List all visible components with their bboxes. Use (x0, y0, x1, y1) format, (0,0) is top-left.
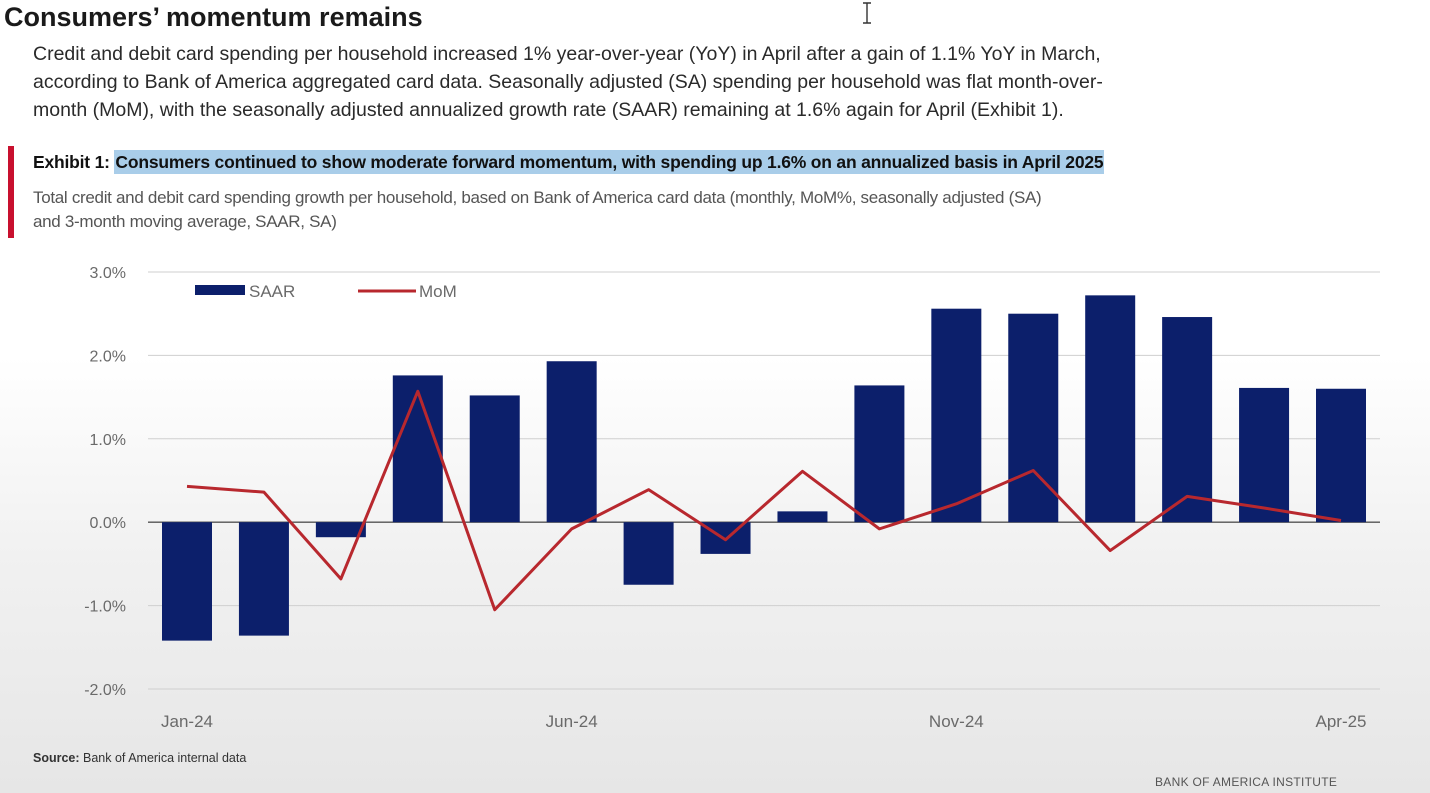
subtitle-line: and 3-month moving average, SAAR, SA) (33, 212, 337, 231)
text-cursor-icon (863, 2, 871, 24)
saar-bar (623, 522, 674, 585)
saar-bar (546, 361, 597, 523)
y-tick-label: 1.0% (90, 432, 126, 449)
y-tick-label: 0.0% (90, 515, 126, 532)
legend-label-saar: SAAR (249, 282, 295, 301)
x-tick-label: Jun-24 (546, 712, 598, 731)
saar-bar (238, 522, 289, 636)
exhibit-accent-bar (8, 146, 14, 238)
mom-series-line (186, 389, 1342, 612)
source-note: Source: Bank of America internal data (33, 751, 246, 765)
saar-bar (777, 511, 828, 523)
brand-logo-text: BANK OF AMERICA INSTITUTE (1155, 775, 1338, 789)
exhibit-title[interactable]: Consumers continued to show moderate for… (114, 150, 1105, 174)
page-title: Consumers’ momentum remains (4, 2, 423, 32)
saar-bar (854, 385, 905, 523)
exhibit-subtitle: Total credit and debit card spending gro… (33, 186, 1333, 234)
y-tick-label: -2.0% (84, 682, 126, 699)
saar-bar (1162, 317, 1213, 523)
spending-chart: 3.0% 2.0% 1.0% 0.0% -1.0% -2.0% Jan-24 Jun-24 No… (84, 265, 1380, 731)
source-label: Source: (33, 751, 80, 765)
x-tick-label: Jan-24 (161, 712, 213, 731)
legend-label-mom: MoM (419, 282, 457, 301)
saar-bar (469, 395, 520, 523)
source-text: Bank of America internal data (79, 751, 247, 765)
saar-bar (1316, 388, 1366, 523)
saar-bar (1085, 295, 1136, 523)
y-tick-label: 2.0% (90, 348, 126, 365)
paragraph-line: according to Bank of America aggregated … (33, 71, 1103, 93)
exhibit-label: Exhibit 1: (33, 152, 115, 172)
saar-bar (1239, 387, 1290, 523)
saar-bar (315, 522, 366, 538)
exhibit-heading: Exhibit 1: Consumers continued to show m… (33, 150, 1105, 174)
intro-paragraph: Credit and debit card spending per house… (33, 40, 1413, 124)
paragraph-line: Credit and debit card spending per house… (33, 43, 1101, 65)
legend-swatch-saar (195, 285, 245, 295)
saar-bar (1008, 313, 1059, 523)
subtitle-line: Total credit and debit card spending gro… (33, 188, 1042, 207)
saar-bar (162, 522, 212, 641)
y-tick-label: 3.0% (90, 265, 126, 282)
x-tick-label: Nov-24 (929, 712, 984, 731)
y-tick-label: -1.0% (84, 599, 126, 616)
x-tick-label: Apr-25 (1315, 712, 1366, 731)
saar-bar (931, 308, 982, 523)
saar-bar (392, 375, 443, 523)
paragraph-line: month (MoM), with the seasonally adjuste… (33, 99, 1064, 121)
